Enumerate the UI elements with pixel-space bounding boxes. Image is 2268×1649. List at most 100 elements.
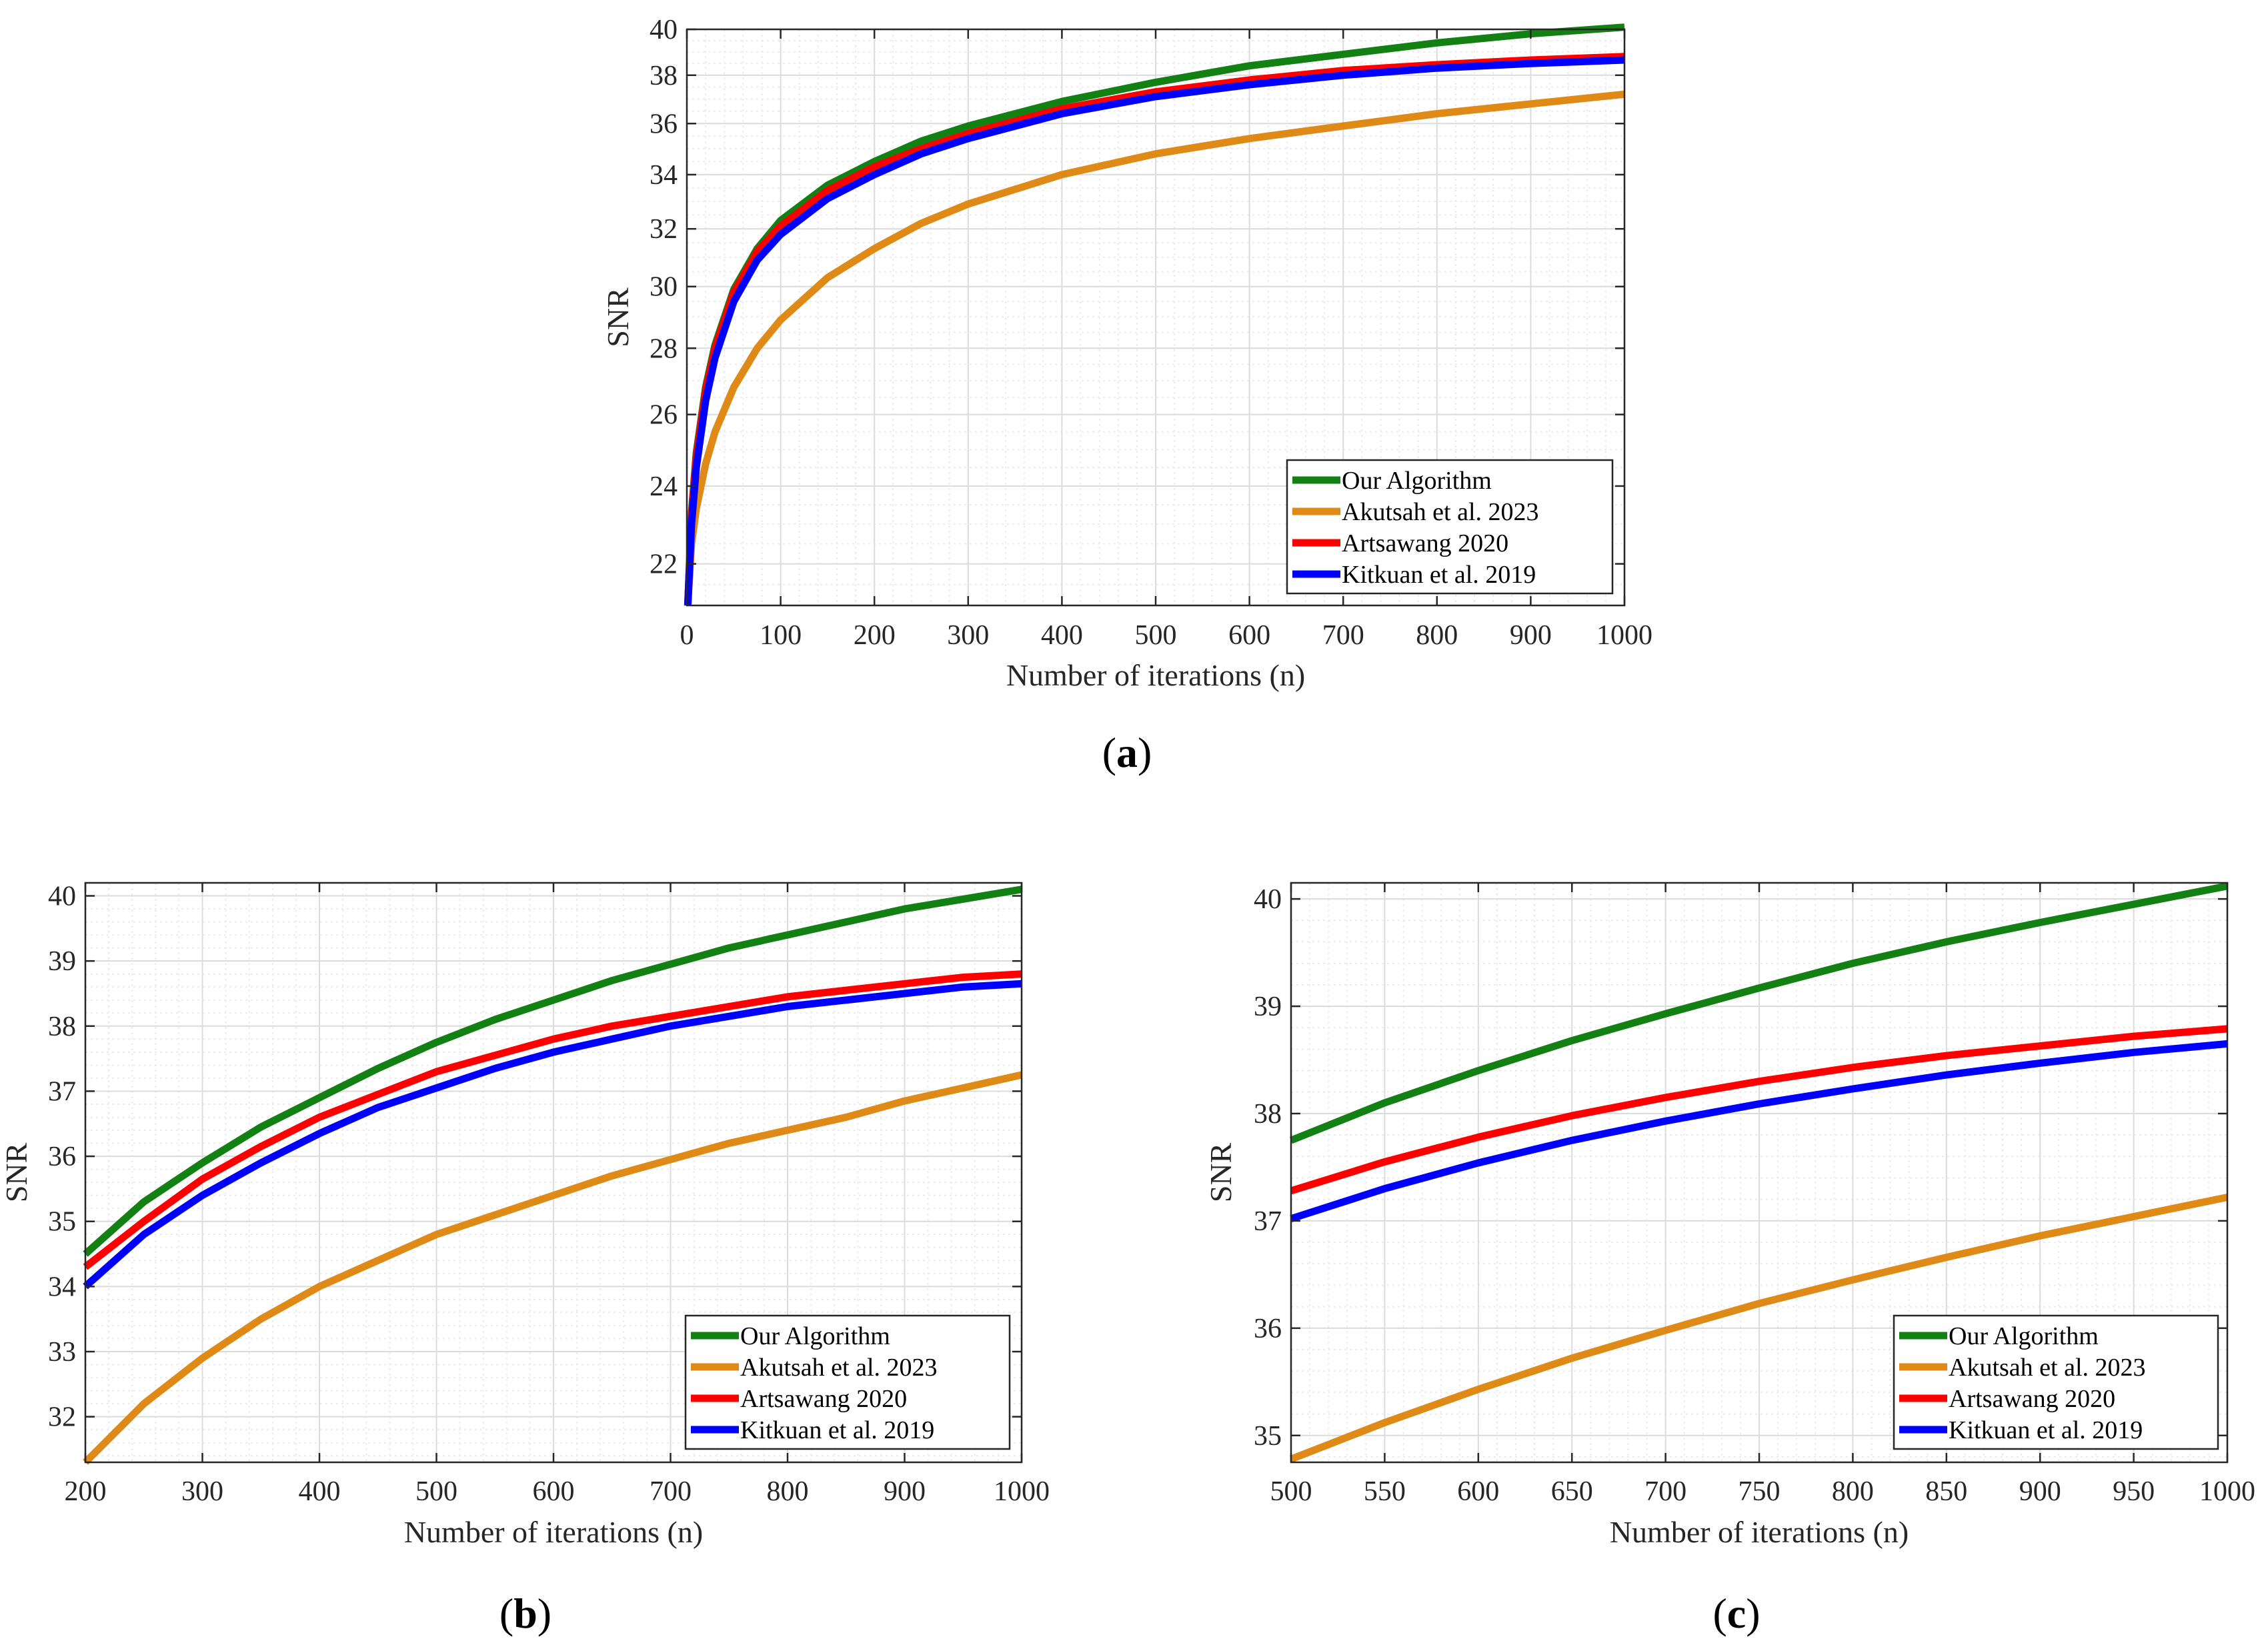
series-line-artsawang bbox=[83, 970, 1022, 1270]
y-tick-label: 34 bbox=[650, 160, 678, 191]
y-tick-label: 26 bbox=[650, 400, 678, 431]
x-tick-label: 800 bbox=[1832, 1476, 1874, 1507]
y-tick-label: 36 bbox=[650, 109, 678, 139]
x-tick-label: 750 bbox=[1739, 1476, 1781, 1507]
x-tick-label: 600 bbox=[1457, 1476, 1499, 1507]
x-tick-label: 700 bbox=[1322, 620, 1364, 651]
x-tick-label: 0 bbox=[680, 620, 694, 651]
y-tick-label: 37 bbox=[1254, 1206, 1282, 1237]
y-tick-label: 35 bbox=[1254, 1421, 1282, 1452]
x-axis-label: Number of iterations (n) bbox=[1006, 658, 1305, 692]
y-tick-label: 35 bbox=[48, 1207, 76, 1238]
x-tick-label: 500 bbox=[1270, 1476, 1312, 1507]
legend-label: Kitkuan et al. 2019 bbox=[1342, 561, 1536, 589]
y-tick-label: 34 bbox=[48, 1272, 76, 1302]
x-tick-label: 1000 bbox=[2199, 1476, 2255, 1507]
x-tick-label: 700 bbox=[1644, 1476, 1686, 1507]
x-tick-label: 900 bbox=[2019, 1476, 2061, 1507]
x-tick-label: 400 bbox=[299, 1476, 341, 1507]
x-tick-label: 400 bbox=[1041, 620, 1083, 651]
x-tick-label: 500 bbox=[1135, 620, 1177, 651]
x-tick-label: 200 bbox=[65, 1476, 107, 1507]
y-tick-label: 32 bbox=[650, 214, 678, 245]
caption-letter: a bbox=[1116, 729, 1138, 776]
y-tick-label: 28 bbox=[650, 333, 678, 364]
y-tick-label: 38 bbox=[650, 61, 678, 91]
y-tick-label: 40 bbox=[48, 882, 76, 912]
y-tick-label: 22 bbox=[650, 549, 678, 580]
x-tick-label: 600 bbox=[1228, 620, 1270, 651]
x-tick-label: 600 bbox=[533, 1476, 575, 1507]
x-tick-label: 100 bbox=[760, 620, 802, 651]
series-group bbox=[684, 23, 1625, 606]
y-tick-label: 39 bbox=[48, 946, 76, 977]
y-tick-label: 32 bbox=[48, 1402, 76, 1433]
x-tick-label: 650 bbox=[1551, 1476, 1593, 1507]
legend-label: Akutsah et al. 2023 bbox=[1949, 1354, 2146, 1382]
y-axis-label: SNR bbox=[1204, 1142, 1238, 1202]
y-axis-label: SNR bbox=[0, 1142, 33, 1202]
series-line-our bbox=[83, 886, 1022, 1257]
x-tick-label: 900 bbox=[884, 1476, 926, 1507]
legend-label: Akutsah et al. 2023 bbox=[1342, 498, 1539, 526]
chart-a: 0 100 200 300 400 500 600 700 800 900 1000 22 24 26 28… bbox=[601, 15, 1652, 776]
legend-label: Artsawang 2020 bbox=[740, 1385, 907, 1413]
x-tick-label: 300 bbox=[181, 1476, 223, 1507]
series-line-kitkuan bbox=[684, 56, 1625, 606]
legend-label: Kitkuan et al. 2019 bbox=[1949, 1416, 2143, 1444]
legend-label: Artsawang 2020 bbox=[1342, 529, 1508, 557]
x-tick-label: 800 bbox=[1416, 620, 1458, 651]
legend-box bbox=[1286, 459, 1614, 595]
series-line-akutsah bbox=[684, 90, 1625, 606]
x-axis-label: Number of iterations (n) bbox=[1610, 1515, 1909, 1549]
x-tick-label: 1000 bbox=[994, 1476, 1050, 1507]
x-axis-label: Number of iterations (n) bbox=[404, 1515, 703, 1549]
x-tick-label: 900 bbox=[1510, 620, 1552, 651]
x-tick-label: 1000 bbox=[1596, 620, 1652, 651]
y-tick-label: 36 bbox=[1254, 1314, 1282, 1344]
y-tick-label: 39 bbox=[1254, 992, 1282, 1022]
y-axis-label: SNR bbox=[601, 287, 635, 347]
legend-label: Artsawang 2020 bbox=[1949, 1385, 2115, 1413]
series-line-akutsah bbox=[83, 1071, 1023, 1465]
x-tick-label: 500 bbox=[415, 1476, 457, 1507]
x-tick-label: 850 bbox=[1925, 1476, 1967, 1507]
y-tick-label: 38 bbox=[48, 1012, 76, 1042]
x-tick-label: 800 bbox=[767, 1476, 809, 1507]
y-tick-label: 36 bbox=[48, 1142, 76, 1172]
y-tick-label: 37 bbox=[48, 1076, 76, 1107]
y-tick-label: 30 bbox=[650, 272, 678, 303]
subfigure-caption: (c) bbox=[1713, 1590, 1760, 1637]
subfigure-caption: (b) bbox=[499, 1590, 551, 1637]
y-tick-label: 40 bbox=[650, 15, 678, 45]
series-group bbox=[83, 886, 1023, 1465]
legend-label: Our Algorithm bbox=[740, 1322, 890, 1350]
y-tick-label: 24 bbox=[650, 471, 678, 502]
series-line-akutsah bbox=[1290, 1194, 2229, 1463]
legend-label: Kitkuan et al. 2019 bbox=[740, 1416, 934, 1444]
legend: Our Algorithm Akutsah et al. 2023 Artsawan… bbox=[1286, 459, 1614, 595]
caption-letter: b bbox=[513, 1590, 537, 1637]
series-group bbox=[1289, 882, 2229, 1463]
chart-c: 500 550 600 650 700 750 800 850 900 950 1000 35 36 37… bbox=[1204, 882, 2255, 1637]
chart-b: 200 300 400 500 600 700 800 900 1000 32 33 34 35 36 37… bbox=[0, 882, 1050, 1637]
legend-label: Akutsah et al. 2023 bbox=[740, 1354, 938, 1382]
y-tick-label: 33 bbox=[48, 1337, 76, 1368]
legend: Our Algorithm Akutsah et al. 2023 Artsawan… bbox=[1893, 1314, 2219, 1450]
x-tick-label: 700 bbox=[650, 1476, 692, 1507]
x-tick-label: 550 bbox=[1364, 1476, 1406, 1507]
y-tick-label: 38 bbox=[1254, 1099, 1282, 1130]
x-tick-label: 300 bbox=[947, 620, 989, 651]
series-line-kitkuan bbox=[83, 980, 1022, 1290]
caption-letter: c bbox=[1727, 1590, 1746, 1637]
legend: Our Algorithm Akutsah et al. 2023 Artsawan… bbox=[684, 1314, 1011, 1450]
x-tick-label: 950 bbox=[2113, 1476, 2155, 1507]
series-line-our bbox=[1289, 882, 2229, 1144]
subfigure-caption: (a) bbox=[1102, 729, 1152, 776]
series-line-artsawang bbox=[1290, 1025, 2228, 1195]
legend-box bbox=[1893, 1314, 2219, 1450]
y-tick-label: 40 bbox=[1254, 884, 1282, 915]
legend-label: Our Algorithm bbox=[1342, 467, 1492, 495]
legend-label: Our Algorithm bbox=[1949, 1322, 2099, 1350]
